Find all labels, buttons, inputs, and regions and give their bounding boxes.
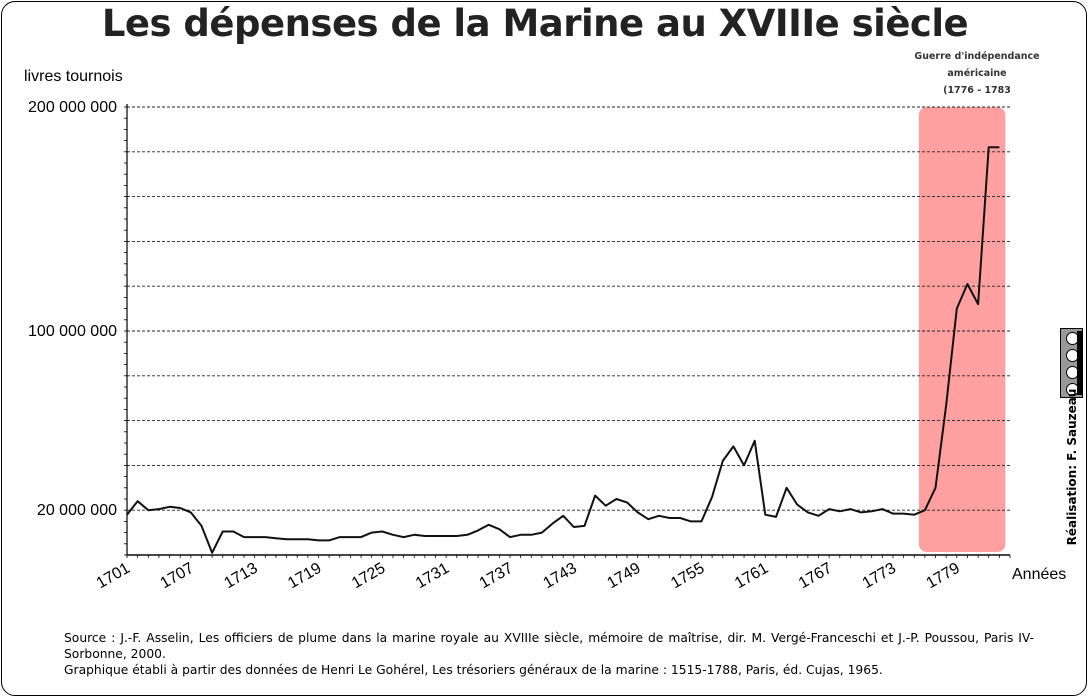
x-tick-label: 1713 [221, 560, 260, 593]
x-tick-label: 1725 [349, 560, 388, 593]
x-tick-label: 1755 [668, 560, 707, 593]
chart-title: Les dépenses de la Marine au XVIIIe sièc… [101, 2, 969, 45]
war-annotation-line-1: Guerre d'indépendance [914, 51, 1040, 62]
x-tick-label: 1779 [923, 560, 962, 593]
source-line-2: Graphique établi à partir des données de… [64, 663, 883, 677]
y-tick-label: 200 000 000 [28, 99, 117, 116]
war-annotation-line-2: américaine [947, 68, 1007, 79]
y-axis-label: livres tournois [24, 68, 123, 85]
x-tick-label: 1749 [604, 560, 643, 593]
y-tick-label: 100 000 000 [28, 323, 117, 340]
source-note: Source : J.-F. Asselin, Les officiers de… [64, 630, 1034, 678]
x-tick-label: 1761 [732, 560, 771, 593]
y-tick-label: 20 000 000 [37, 502, 117, 519]
x-axis-label: Années [1012, 566, 1067, 583]
war-annotation: Guerre d'indépendance américaine (1776 -… [906, 48, 1048, 99]
war-annotation-line-3: (1776 - 1783 [943, 85, 1011, 96]
author-credit: Réalisation: F. Sauzeau [1065, 388, 1079, 546]
x-tick-label: 1737 [477, 560, 516, 593]
series-line [126, 146, 1000, 554]
x-tick-label: 1707 [158, 560, 197, 593]
x-tick-label: 1767 [796, 560, 835, 593]
war-period-band [918, 107, 1006, 552]
x-tick-label: 1719 [285, 560, 324, 593]
x-tick-label: 1773 [860, 560, 899, 593]
x-tick-label: 1731 [413, 560, 452, 593]
cc-by-nc-sa-icon [1060, 328, 1083, 398]
x-tick-label: 1743 [540, 560, 579, 593]
x-tick-label: 1701 [94, 560, 133, 593]
source-line-1: Source : J.-F. Asselin, Les officiers de… [64, 631, 1034, 661]
